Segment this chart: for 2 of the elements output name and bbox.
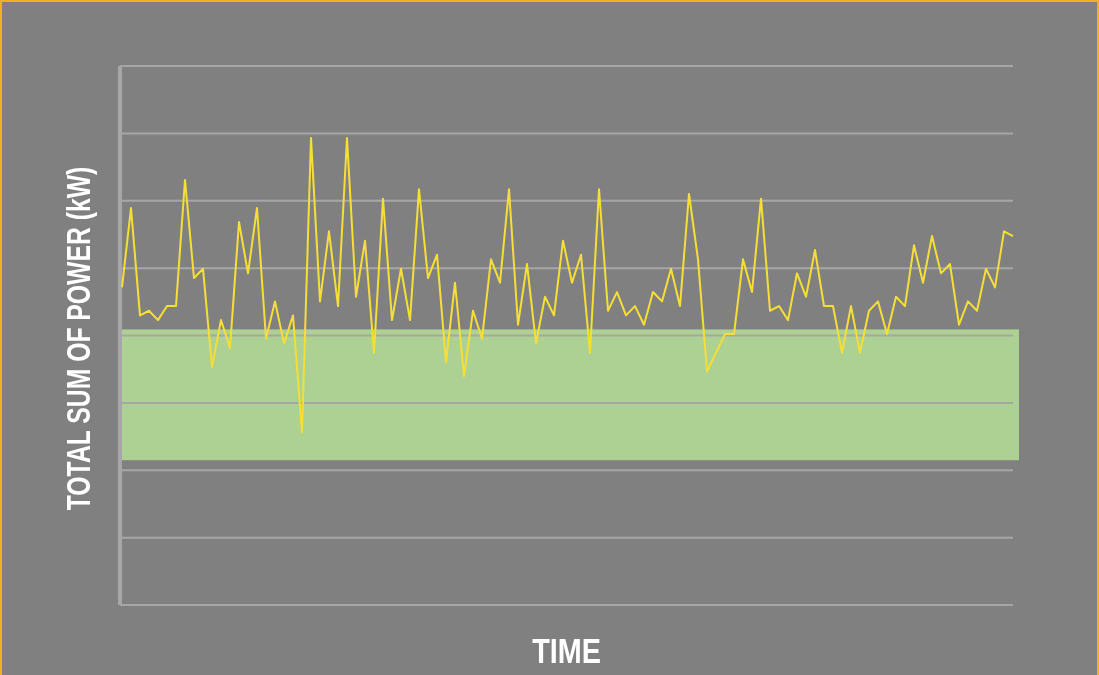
y-axis-title: TOTAL SUM OF POWER (kW) xyxy=(60,166,97,511)
x-axis-title: TIME xyxy=(532,629,601,671)
